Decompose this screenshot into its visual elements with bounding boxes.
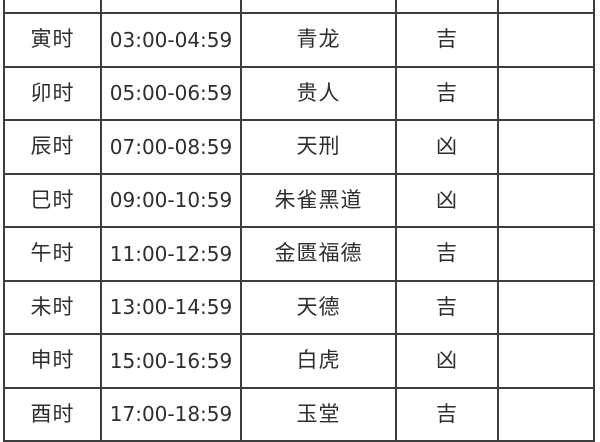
cell-time-range: 07:00-08:59: [100, 119, 242, 175]
cell-hour: 辰时: [3, 119, 102, 175]
table-row: 辰时 07:00-08:59 天刑 凶: [3, 119, 595, 175]
cell-time-range: 15:00-16:59: [100, 333, 242, 389]
table-row: 未时 13:00-14:59 天德 吉: [3, 279, 595, 335]
cell-star: 朱雀黑道: [240, 172, 397, 228]
cell-star: 玉堂: [240, 386, 397, 442]
cell-time-range: 09:00-10:59: [100, 172, 242, 228]
cell-extra: [497, 386, 595, 442]
cell-time-range: 13:00-14:59: [100, 279, 242, 335]
cell-luck: 吉: [395, 386, 499, 442]
cell-hour: 午时: [3, 226, 102, 282]
cell-time-range: 05:00-06:59: [100, 65, 242, 121]
table-row: 寅时 03:00-04:59 青龙 吉: [3, 12, 595, 68]
cell-extra: [497, 119, 595, 175]
cell-hour: 巳时: [3, 172, 102, 228]
cell-star: 天德: [240, 279, 397, 335]
cell-star: 贵人: [240, 65, 397, 121]
almanac-hour-table: 寅时 03:00-04:59 青龙 吉 卯时 05:00-06:59 贵人 吉 …: [3, 0, 595, 442]
cell-luck: 凶: [395, 333, 499, 389]
cell-star: 天刑: [240, 119, 397, 175]
table-row: 申时 15:00-16:59 白虎 凶: [3, 333, 595, 389]
cell-hour: [3, 0, 102, 14]
cell-extra: [497, 172, 595, 228]
table-row: 卯时 05:00-06:59 贵人 吉: [3, 65, 595, 121]
cell-luck: 吉: [395, 279, 499, 335]
cell-luck: 凶: [395, 172, 499, 228]
cell-extra: [497, 12, 595, 68]
cell-time-range: [100, 0, 242, 14]
cell-star: 白虎: [240, 333, 397, 389]
cell-hour: 未时: [3, 279, 102, 335]
cell-extra: [497, 226, 595, 282]
cell-star: 青龙: [240, 12, 397, 68]
cell-luck: 吉: [395, 226, 499, 282]
table-row-clipped-bottom: 酉时 17:00-18:59 玉堂 吉: [3, 386, 595, 442]
cell-star: [240, 0, 397, 14]
table-row: 午时 11:00-12:59 金匮福德 吉: [3, 226, 595, 282]
cell-luck: [395, 0, 499, 14]
cell-luck: 凶: [395, 119, 499, 175]
cell-star: 金匮福德: [240, 226, 397, 282]
cell-time-range: 17:00-18:59: [100, 386, 242, 442]
table-row: 巳时 09:00-10:59 朱雀黑道 凶: [3, 172, 595, 228]
cell-extra: [497, 0, 595, 14]
cell-hour: 寅时: [3, 12, 102, 68]
cell-luck: 吉: [395, 12, 499, 68]
cell-time-range: 03:00-04:59: [100, 12, 242, 68]
cell-hour: 申时: [3, 333, 102, 389]
cell-time-range: 11:00-12:59: [100, 226, 242, 282]
cell-extra: [497, 279, 595, 335]
cell-hour: 酉时: [3, 386, 102, 442]
cell-luck: 吉: [395, 65, 499, 121]
cell-hour: 卯时: [3, 65, 102, 121]
cell-extra: [497, 65, 595, 121]
table-row-clipped-top: [3, 0, 595, 14]
cell-extra: [497, 333, 595, 389]
